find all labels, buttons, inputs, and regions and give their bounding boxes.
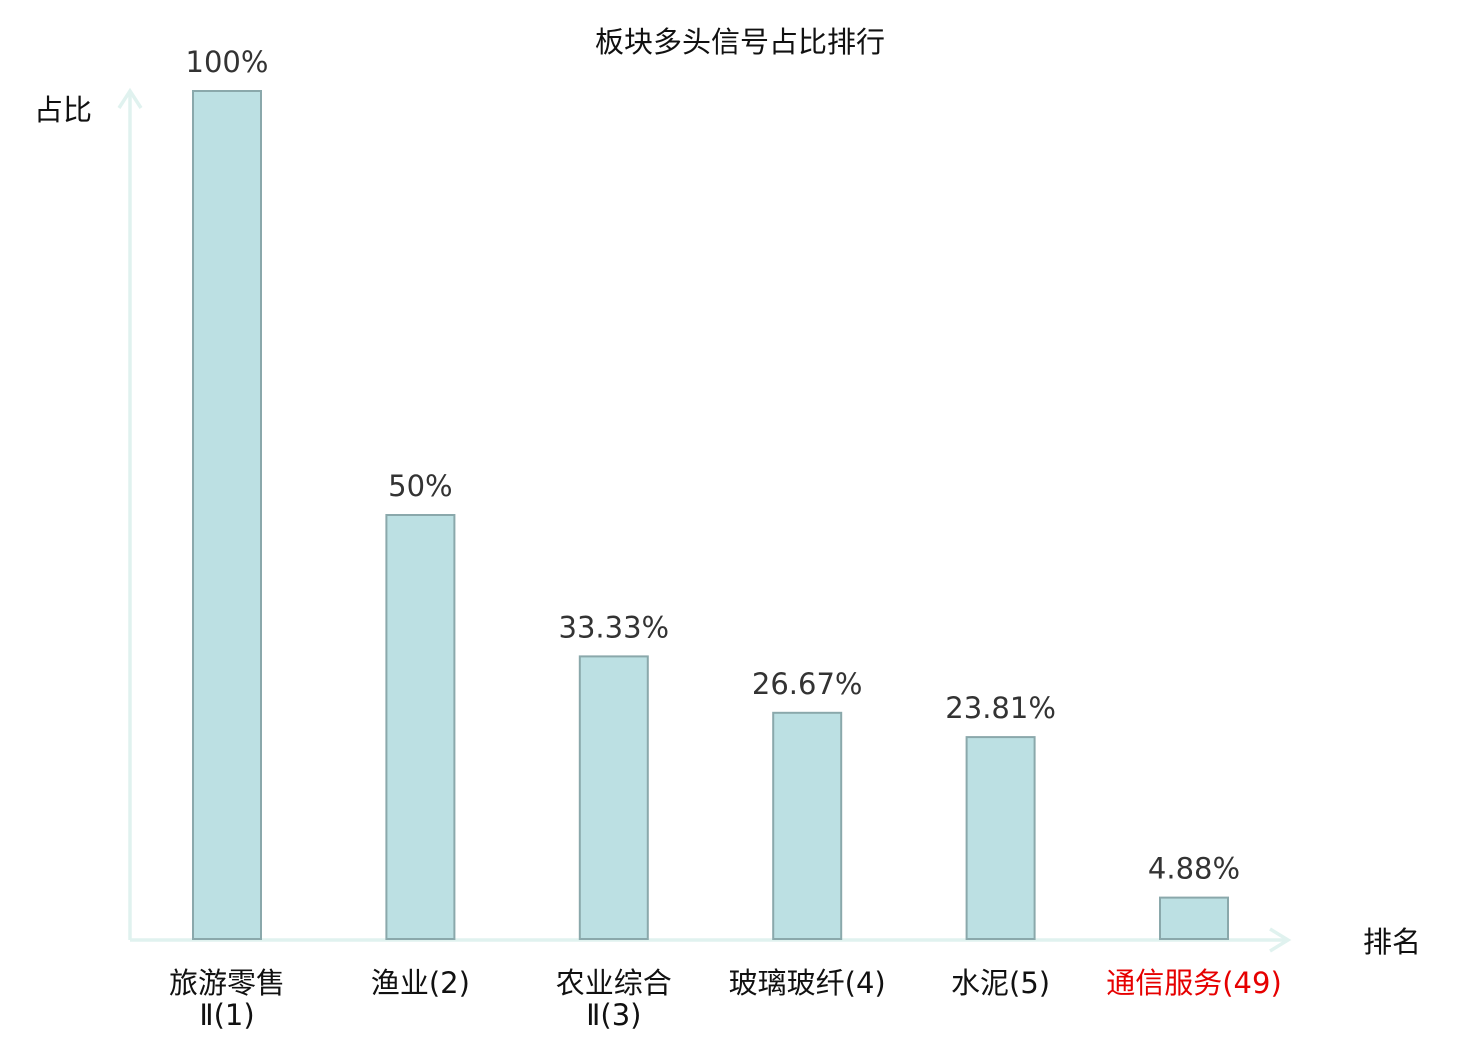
bar-value-label: 26.67%: [752, 667, 863, 701]
chart-title: 板块多头信号占比排行: [595, 25, 885, 59]
x-axis-label: 排名: [1363, 925, 1421, 959]
x-tick-label: 水泥(5): [951, 966, 1050, 1000]
value-labels: 100% 50% 33.33% 26.67% 23.81% 4.88%: [186, 45, 1241, 886]
x-tick-label: 玻璃玻纤(4): [729, 966, 886, 1000]
bar-value-label: 4.88%: [1148, 852, 1240, 886]
x-axis-arrow: [1269, 927, 1292, 953]
bar-value-label: 33.33%: [559, 610, 670, 644]
y-axis-label: 占比: [34, 93, 92, 127]
bar-value-label: 100%: [186, 45, 269, 79]
bar-value-label: 50%: [388, 469, 452, 503]
bar-value-label: 23.81%: [945, 691, 1056, 725]
bars: [192, 90, 1229, 941]
bar: [192, 90, 262, 940]
bar: [772, 711, 843, 940]
x-tick-label: 通信服务(49): [1106, 966, 1282, 1000]
bar: [1159, 896, 1229, 940]
bar: [578, 655, 649, 941]
bar: [385, 514, 456, 940]
x-tick-label: Ⅱ(3): [586, 998, 641, 1032]
x-tick-label: 渔业(2): [371, 966, 470, 1000]
x-tick-label: 农业综合: [556, 966, 672, 1000]
axes: [117, 87, 1292, 953]
x-tick-label: Ⅱ(1): [199, 998, 254, 1032]
x-tick-label: 旅游零售: [169, 966, 285, 1000]
y-axis-arrow: [117, 87, 143, 109]
bar: [965, 736, 1036, 940]
